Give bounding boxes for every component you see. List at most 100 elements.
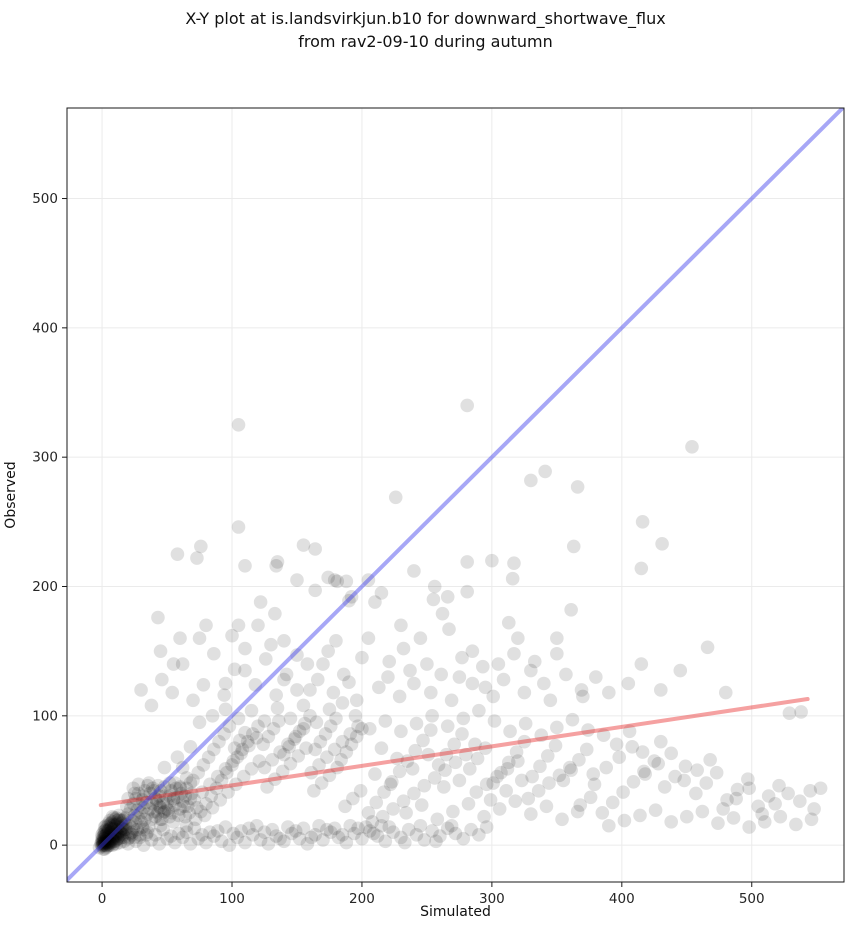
data-point (362, 721, 377, 736)
data-point (112, 808, 126, 823)
data-point (252, 754, 267, 768)
data-point (240, 734, 255, 749)
data-point (162, 789, 177, 803)
data-point (300, 657, 315, 671)
data-point (157, 760, 172, 775)
data-point (290, 683, 304, 697)
data-point (121, 831, 135, 846)
data-point (227, 662, 242, 677)
data-point (106, 821, 121, 836)
data-point (144, 812, 159, 827)
data-point (304, 830, 319, 845)
data-point (794, 705, 808, 719)
data-point (131, 811, 146, 825)
data-point (524, 663, 538, 678)
data-point (653, 734, 668, 749)
data-point (110, 816, 125, 830)
identity-line (67, 108, 844, 882)
data-point (442, 622, 456, 636)
data-point (741, 772, 755, 786)
data-point (101, 824, 116, 838)
data-point (394, 618, 408, 633)
data-point (351, 821, 365, 836)
data-point (153, 644, 168, 658)
data-point (226, 754, 241, 768)
data-point (142, 776, 156, 790)
y-tick-label: 0 (49, 838, 58, 854)
data-point (238, 641, 252, 656)
data-point (316, 657, 330, 671)
data-point (187, 821, 202, 836)
data-point (268, 606, 282, 621)
data-point (157, 780, 172, 794)
data-point (369, 795, 384, 810)
data-point (118, 822, 133, 837)
data-point (524, 473, 538, 488)
data-point (106, 837, 121, 851)
data-point (101, 837, 116, 851)
data-point (134, 815, 148, 829)
data-point (132, 798, 147, 812)
data-point (210, 769, 225, 784)
data-point (249, 731, 264, 745)
data-point (103, 830, 117, 845)
data-point (729, 791, 743, 806)
data-point (205, 800, 220, 815)
data-point (550, 646, 564, 661)
data-point (440, 719, 455, 733)
data-point (461, 796, 476, 811)
data-point (183, 740, 198, 754)
data-point (326, 685, 341, 700)
data-point (499, 784, 513, 798)
data-point (195, 827, 209, 842)
data-point (183, 837, 198, 851)
data-point (244, 762, 259, 776)
data-point (97, 826, 112, 841)
data-point (253, 595, 268, 609)
data-point (297, 716, 312, 731)
data-point (485, 553, 499, 568)
data-point (230, 830, 245, 845)
data-point (517, 685, 532, 700)
data-point (755, 807, 769, 821)
data-point (486, 776, 500, 790)
data-point (251, 618, 265, 633)
data-point (565, 712, 580, 727)
data-point (271, 714, 286, 728)
data-point (96, 838, 111, 852)
data-point (270, 701, 285, 715)
data-point (559, 667, 573, 682)
data-point (417, 833, 432, 847)
data-point (140, 807, 155, 821)
data-point (500, 762, 515, 776)
data-point (304, 765, 319, 780)
data-point (501, 755, 516, 770)
data-point (621, 676, 636, 691)
data-point (160, 831, 174, 846)
data-point (136, 789, 151, 803)
data-point (135, 793, 150, 807)
data-point (130, 822, 144, 837)
data-point (405, 762, 420, 776)
data-point (421, 747, 436, 762)
data-point (268, 772, 282, 786)
data-point (550, 631, 564, 646)
data-point (490, 769, 504, 784)
data-point (168, 798, 182, 812)
data-point (634, 561, 649, 576)
data-point (685, 440, 699, 454)
data-point (574, 683, 589, 697)
data-point (113, 835, 128, 850)
data-point (296, 821, 311, 836)
data-point (534, 728, 549, 743)
x-tick-label: 100 (219, 891, 245, 907)
data-point (136, 838, 151, 852)
data-point (609, 737, 624, 752)
data-point (162, 809, 177, 824)
data-point (599, 760, 614, 775)
data-point (95, 838, 109, 852)
data-point (121, 791, 135, 806)
data-point (563, 760, 577, 775)
data-point (103, 834, 117, 849)
data-point (648, 803, 663, 818)
